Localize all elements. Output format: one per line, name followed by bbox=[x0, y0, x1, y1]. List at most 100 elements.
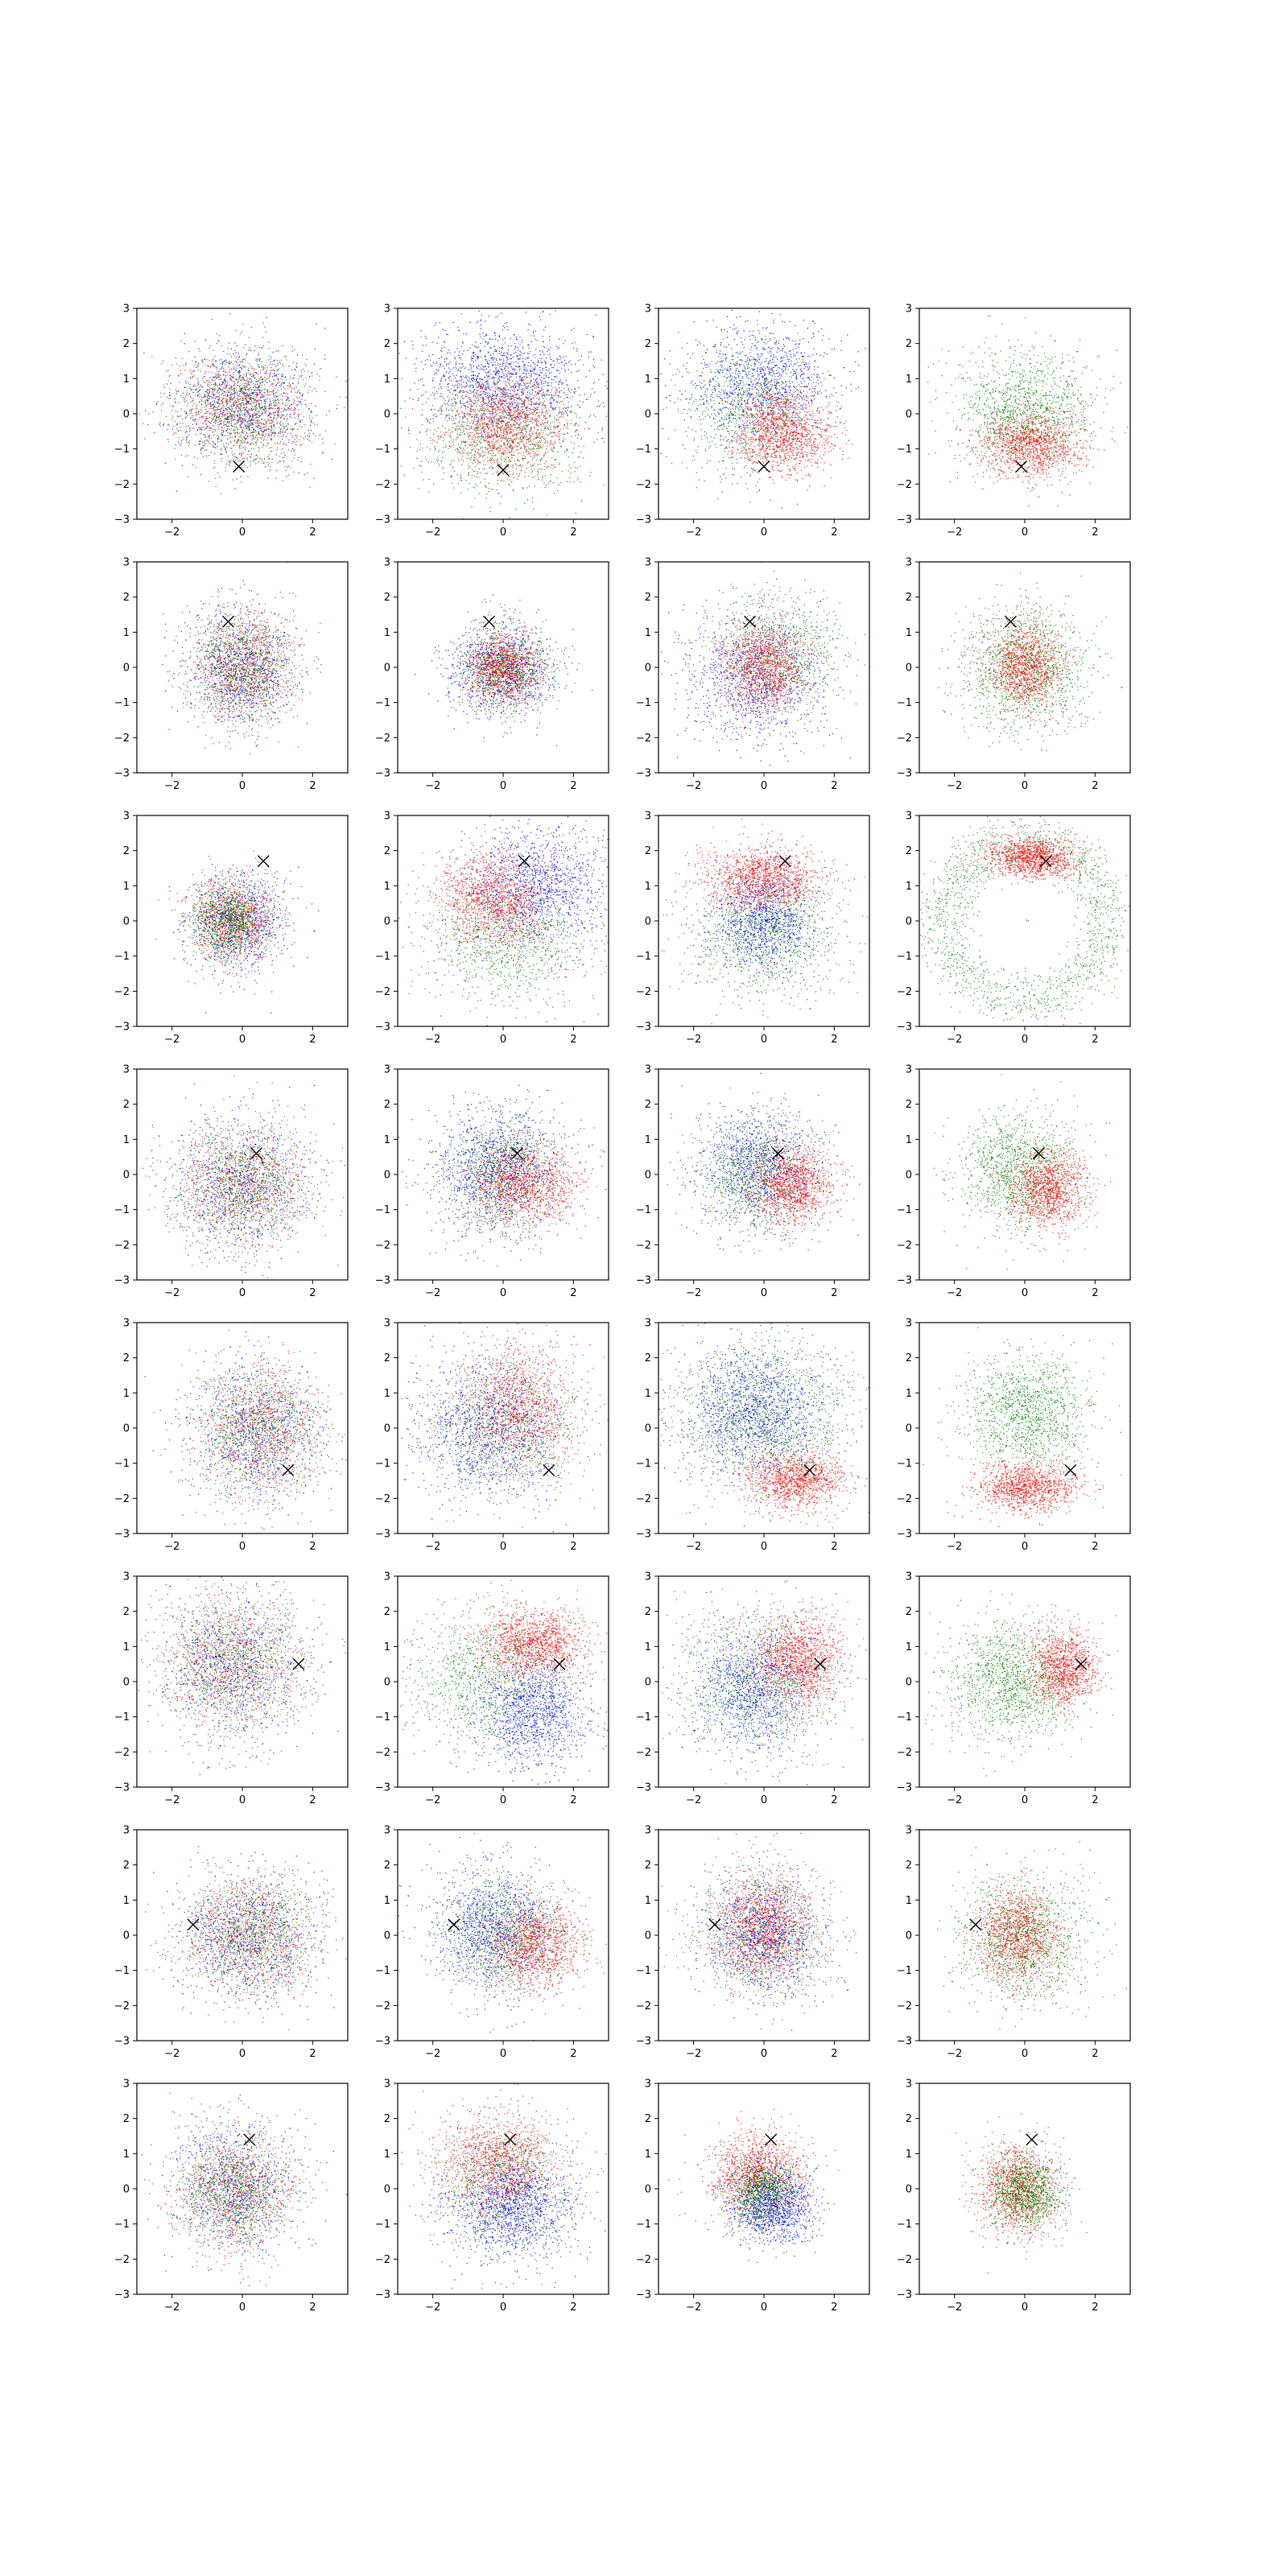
point bbox=[234, 423, 235, 424]
point bbox=[226, 424, 227, 425]
point bbox=[271, 447, 272, 448]
point bbox=[243, 440, 244, 441]
point bbox=[408, 427, 409, 428]
point bbox=[233, 411, 234, 412]
point bbox=[475, 430, 476, 431]
point bbox=[622, 442, 623, 443]
point bbox=[436, 361, 437, 362]
point bbox=[497, 442, 498, 443]
point bbox=[466, 414, 467, 415]
point bbox=[560, 379, 561, 380]
point bbox=[232, 417, 233, 418]
point bbox=[205, 420, 206, 421]
point bbox=[316, 391, 317, 392]
point bbox=[516, 356, 517, 357]
point bbox=[549, 354, 550, 355]
point bbox=[236, 361, 237, 362]
point bbox=[192, 401, 193, 402]
point bbox=[196, 424, 197, 425]
point bbox=[229, 385, 230, 386]
point bbox=[189, 410, 190, 411]
point bbox=[486, 423, 487, 424]
point bbox=[558, 359, 559, 360]
point bbox=[484, 414, 485, 415]
point bbox=[524, 369, 525, 370]
point bbox=[245, 419, 246, 420]
point bbox=[205, 391, 206, 392]
point bbox=[193, 386, 194, 387]
point bbox=[404, 341, 405, 342]
point bbox=[442, 413, 443, 414]
point bbox=[271, 451, 272, 452]
point bbox=[223, 405, 224, 406]
point bbox=[538, 479, 539, 480]
point bbox=[249, 384, 250, 385]
point bbox=[223, 407, 224, 408]
point bbox=[269, 459, 270, 460]
point bbox=[233, 429, 234, 430]
point bbox=[594, 367, 595, 368]
point bbox=[523, 460, 524, 461]
point bbox=[518, 369, 519, 370]
point bbox=[425, 456, 426, 457]
point bbox=[196, 414, 197, 415]
point bbox=[251, 432, 252, 433]
point bbox=[265, 402, 266, 403]
point bbox=[286, 402, 287, 403]
point bbox=[252, 415, 253, 416]
point bbox=[285, 396, 286, 397]
point bbox=[460, 480, 461, 481]
point bbox=[558, 413, 559, 414]
point bbox=[437, 415, 438, 416]
point bbox=[314, 388, 315, 389]
point bbox=[448, 399, 449, 400]
point bbox=[266, 445, 267, 446]
point bbox=[257, 358, 258, 359]
point bbox=[465, 367, 466, 368]
point bbox=[299, 402, 300, 403]
point bbox=[215, 356, 216, 357]
point bbox=[251, 395, 252, 396]
point bbox=[442, 452, 443, 453]
point bbox=[534, 463, 535, 464]
point bbox=[495, 393, 496, 394]
point bbox=[499, 335, 500, 336]
point bbox=[477, 378, 478, 379]
point bbox=[454, 357, 455, 358]
point bbox=[214, 380, 215, 381]
point bbox=[542, 362, 543, 363]
point bbox=[262, 397, 263, 398]
point bbox=[263, 440, 264, 441]
point bbox=[463, 333, 464, 334]
point bbox=[221, 460, 222, 461]
point bbox=[280, 399, 281, 400]
point bbox=[494, 398, 495, 399]
point bbox=[221, 449, 222, 450]
point bbox=[197, 429, 198, 430]
point bbox=[237, 460, 238, 461]
point bbox=[234, 405, 235, 406]
point bbox=[464, 414, 465, 415]
point bbox=[498, 410, 499, 411]
point bbox=[245, 421, 246, 422]
point bbox=[533, 369, 534, 370]
point bbox=[214, 429, 215, 430]
point bbox=[459, 427, 460, 428]
point bbox=[289, 400, 290, 401]
point bbox=[249, 451, 250, 452]
point bbox=[202, 445, 203, 446]
point bbox=[273, 433, 274, 434]
point bbox=[293, 382, 294, 383]
point bbox=[475, 383, 476, 384]
point bbox=[515, 361, 516, 362]
point bbox=[476, 346, 477, 347]
point bbox=[241, 426, 242, 427]
point bbox=[494, 385, 495, 386]
point bbox=[473, 395, 474, 396]
point bbox=[223, 391, 224, 392]
point bbox=[221, 368, 222, 369]
point bbox=[242, 429, 243, 430]
point bbox=[181, 440, 182, 441]
point bbox=[209, 435, 210, 436]
point bbox=[508, 359, 509, 360]
